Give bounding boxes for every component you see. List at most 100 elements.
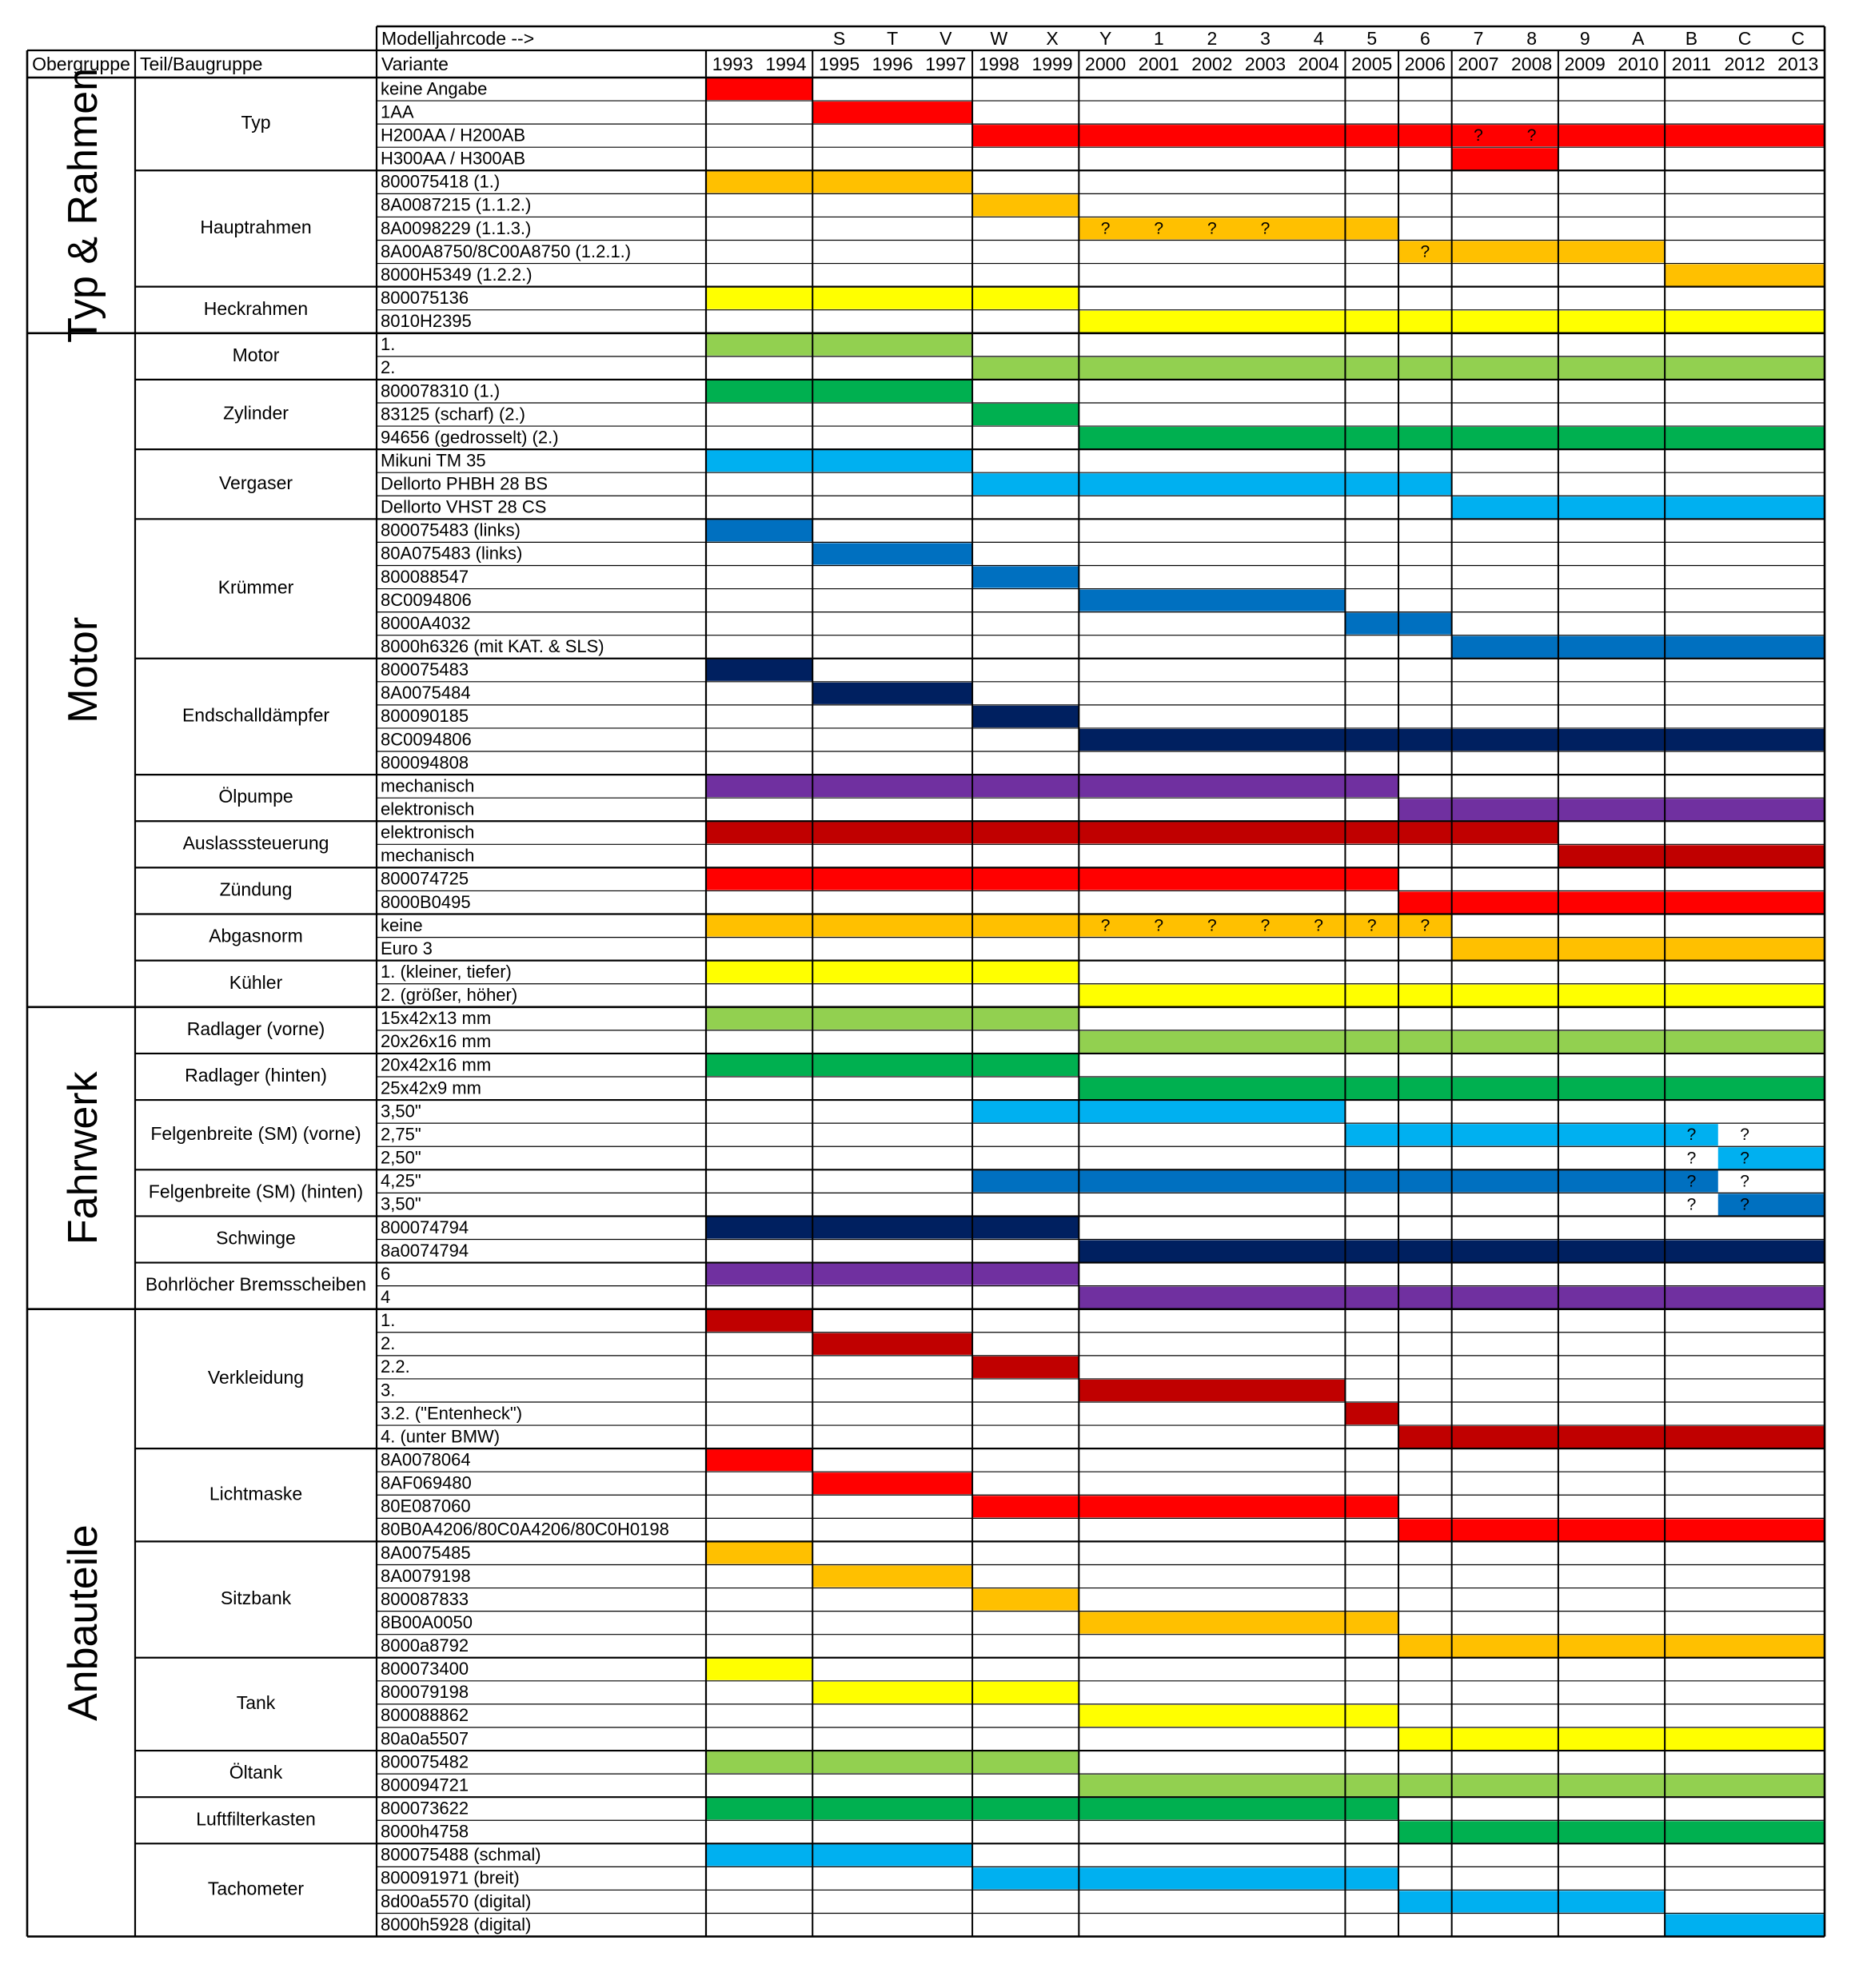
part-label: Luftfilterkasten: [196, 1808, 316, 1829]
part-label: Bohrlöcher Bremsscheiben: [146, 1274, 366, 1295]
variant-label: 80B0A4206/80C0A4206/80C0H0198: [381, 1520, 669, 1540]
part-label: Felgenbreite (SM) (hinten): [149, 1181, 363, 1201]
part-label: Sitzbank: [221, 1588, 292, 1608]
uncertain-mark: ?: [1740, 1149, 1749, 1167]
bar-3-5-1-0: [1398, 1821, 1825, 1843]
variant-label: 3.2. ("Entenheck"): [381, 1403, 522, 1423]
variant-label: 2.: [381, 357, 395, 377]
uncertain-mark: ?: [1687, 1195, 1697, 1213]
part-label: Ölpumpe: [218, 786, 293, 807]
bar-3-2-2-0: [972, 1588, 1079, 1611]
variant-label: 800078310 (1.): [381, 380, 500, 400]
variant-label: 800079198: [381, 1682, 469, 1702]
uncertain-mark: ?: [1687, 1125, 1697, 1144]
bar-0-1-4-0: [1665, 264, 1825, 286]
variant-label: keine Angabe: [381, 78, 487, 98]
variant-label: 800075418 (1.): [381, 172, 500, 192]
bar-1-7-1-0: [1398, 891, 1825, 914]
variant-label: keine: [381, 915, 423, 935]
variant-label: Euro 3: [381, 938, 433, 958]
bar-3-3-1-0: [812, 1681, 1079, 1703]
bar-3-6-3-0: [1665, 1914, 1825, 1936]
variant-label: 20x42x16 mm: [381, 1054, 491, 1074]
bar-3-6-2-0: [1398, 1890, 1666, 1913]
bar-1-3-5-0: [1451, 635, 1825, 658]
bar-1-3-0-0: [706, 520, 813, 542]
bar-1-4-0-0: [706, 659, 813, 681]
variant-label: 20x26x16 mm: [381, 1031, 491, 1051]
variant-label: 8d00a5570 (digital): [381, 1891, 531, 1911]
part-label: Lichtmaske: [209, 1483, 302, 1504]
variant-label: 80A075483 (links): [381, 544, 522, 564]
bar-3-0-5-0: [1398, 1426, 1825, 1448]
year-label: 1996: [872, 54, 913, 74]
model-year-code: 9: [1580, 28, 1590, 49]
part-label: Radlager (vorne): [187, 1018, 325, 1039]
bar-0-0-0-0: [706, 78, 813, 101]
part-label: Abgasnorm: [209, 926, 303, 946]
bar-1-3-2-0: [972, 566, 1079, 588]
model-year-code: 7: [1474, 28, 1484, 49]
group-label: Fahrwerk: [60, 1070, 106, 1245]
year-label: 2007: [1458, 54, 1498, 74]
bar-2-0-0-0: [706, 1007, 1079, 1030]
model-year-code: B: [1685, 28, 1697, 49]
variant-label: 1.: [381, 334, 395, 354]
variant-label: Dellorto VHST 28 CS: [381, 497, 546, 517]
variant-label: 1. (kleiner, tiefer): [381, 962, 512, 982]
year-label: 2003: [1245, 54, 1286, 74]
group-header: Obergruppe: [32, 54, 130, 74]
model-year-code: C: [1738, 28, 1752, 49]
bar-3-1-0-0: [706, 1449, 813, 1472]
variant-label: 3,50": [381, 1194, 421, 1214]
uncertain-mark: ?: [1740, 1195, 1749, 1213]
uncertain-mark: ?: [1101, 917, 1111, 935]
bar-3-5-0-0: [706, 1798, 1399, 1820]
bar-3-3-2-0: [1079, 1704, 1399, 1727]
variant-label: 800094721: [381, 1775, 469, 1795]
variant-label: 2.: [381, 1333, 395, 1353]
uncertain-mark: ?: [1261, 917, 1271, 935]
group-label: Typ & Rahmen: [60, 68, 106, 343]
model-year-code: A: [1632, 28, 1645, 49]
part-label: Öltank: [229, 1762, 283, 1783]
variant-label: 800088862: [381, 1705, 469, 1725]
uncertain-mark: ?: [1154, 220, 1163, 238]
variant-label: 4: [381, 1287, 390, 1307]
year-label: 2006: [1405, 54, 1446, 74]
year-label: 2001: [1139, 54, 1179, 74]
variant-label: 800074725: [381, 869, 469, 889]
variant-label: 800087833: [381, 1589, 469, 1609]
model-year-code: 2: [1207, 28, 1217, 49]
variant-label: 800075136: [381, 288, 469, 308]
model-year-code-label: Modelljahrcode -->: [381, 28, 534, 49]
variant-label: 8A0079198: [381, 1566, 471, 1586]
variant-label: 15x42x13 mm: [381, 1008, 491, 1028]
variant-label: 8AF069480: [381, 1473, 472, 1493]
bar-3-6-0-0: [706, 1844, 973, 1866]
bar-2-4-0-0: [706, 1217, 1079, 1239]
bar-3-6-1-0: [972, 1867, 1399, 1890]
variant-label: 800090185: [381, 706, 469, 726]
variant-label: 8A0087215 (1.1.2.): [381, 195, 531, 215]
uncertain-mark: ?: [1314, 917, 1323, 935]
bar-0-1-2-0: [1079, 217, 1399, 240]
bar-1-1-1-0: [972, 403, 1079, 426]
part-label: Zylinder: [223, 403, 289, 424]
variant-label: 4. (unter BMW): [381, 1426, 500, 1446]
uncertain-mark: ?: [1207, 220, 1217, 238]
variant-label: 800075482: [381, 1751, 469, 1771]
bar-2-3-1-0: [1717, 1193, 1825, 1216]
bar-3-3-3-0: [1398, 1727, 1825, 1751]
variant-label: 8010H2395: [381, 311, 472, 331]
model-year-code: Y: [1099, 28, 1111, 49]
part-label: Zündung: [220, 879, 293, 900]
uncertain-mark: ?: [1474, 126, 1483, 145]
variant-label: 800094808: [381, 752, 469, 772]
model-year-code: 3: [1260, 28, 1271, 49]
part-label: Radlager (hinten): [185, 1065, 327, 1086]
bar-1-6-1-0: [1558, 845, 1825, 867]
variant-label: 2,50": [381, 1148, 421, 1168]
part-label: Verkleidung: [208, 1367, 304, 1388]
